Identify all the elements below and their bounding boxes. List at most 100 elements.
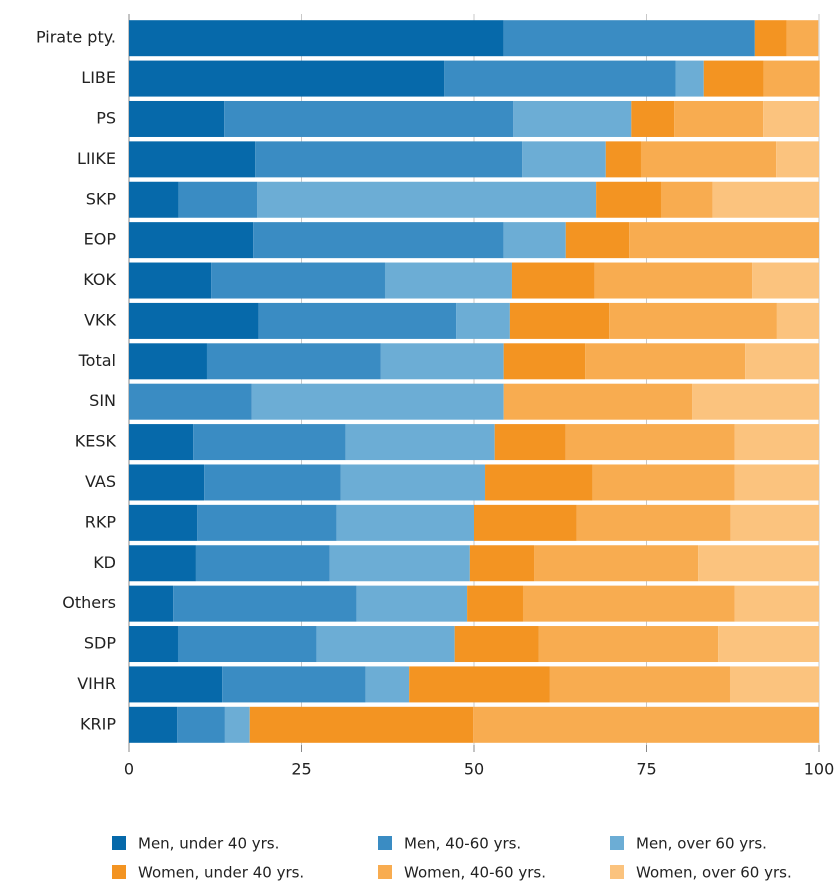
y-tick-label: Total [78,351,116,370]
bar-segment [674,100,764,137]
bar-segment [605,141,641,178]
bar-segment [251,383,504,420]
legend-swatch [610,865,624,879]
bar-segment [565,222,630,259]
legend-label: Women, 40-60 yrs. [404,864,546,882]
bar-segment [129,383,252,420]
bar-segment [754,20,787,57]
bar-segment [365,666,410,703]
y-tick-label: Pirate pty. [36,28,116,47]
bar-segment [594,262,753,299]
bar-segment [734,585,819,622]
bar-segment [255,141,523,178]
legend-swatch [610,836,624,850]
legend-label: Men, under 40 yrs. [138,835,279,853]
y-tick-label: KESK [75,432,117,451]
bar-segment [129,545,196,582]
bar-segment [565,424,735,461]
bar-segment [204,464,341,501]
legend-label: Men, 40-60 yrs. [404,835,521,853]
bar-segment [197,504,337,541]
x-tick-label: 75 [636,760,656,779]
bar-segment [467,585,523,622]
bar-segment [129,666,223,703]
bar-segment [193,424,346,461]
bar-segment [224,706,250,743]
bar-segment [734,464,819,501]
legend-swatch [112,836,126,850]
y-tick-label: KRIP [80,714,116,733]
y-tick-label: SIN [89,391,116,410]
bar-segment [469,545,535,582]
bar-segment [258,302,457,339]
bar-segment [513,100,632,137]
bar-segment [511,262,595,299]
bar-segment [752,262,819,299]
bar-segment [195,545,330,582]
x-tick-label: 100 [804,760,835,779]
bar-segment [177,626,317,663]
y-tick-label: KD [93,553,116,572]
y-tick-label: PS [96,108,116,127]
bar-segment [356,585,468,622]
bar-segment [509,302,610,339]
bar-segment [129,302,259,339]
bar-segment [763,60,820,97]
bar-segment [345,424,495,461]
bar-segment [206,343,381,380]
bar-segment [703,60,764,97]
y-tick-label: Others [62,593,116,612]
bar-segment [224,100,514,137]
bar-segment [474,504,577,541]
bar-segment [675,60,704,97]
legend-label: Men, over 60 yrs. [636,835,767,853]
bar-segment [384,262,512,299]
bar-segment [257,181,597,218]
bar-segment [485,464,593,501]
bar-segment [211,262,385,299]
bar-segment [129,343,207,380]
bar-segment [503,222,566,259]
bar-segment [409,666,550,703]
bar-segment [178,181,258,218]
y-tick-label: SDP [84,634,116,653]
bar-segment [576,504,731,541]
bar-segment [129,504,198,541]
bar-segment [730,504,819,541]
bar-segment [629,222,819,259]
bar-segment [585,343,746,380]
bar-segment [129,626,178,663]
bar-segment [129,585,174,622]
bar-segment [253,222,504,259]
bar-segment [631,100,675,137]
x-tick-label: 50 [464,760,484,779]
legend-swatch [378,836,392,850]
y-tick-label: VIHR [77,674,116,693]
bar-segment [745,343,819,380]
y-tick-label: SKP [86,189,117,208]
bar-segment [549,666,730,703]
legend-label: Women, under 40 yrs. [138,864,304,882]
bar-segment [522,141,606,178]
bar-segment [177,706,225,743]
bar-segment [129,181,179,218]
bar-segment [734,424,819,461]
bar-segment [494,424,566,461]
bar-segment [456,302,510,339]
bar-segment [786,20,819,57]
legend-label: Women, over 60 yrs. [636,864,792,882]
bar-segment [454,626,539,663]
bar-segment [763,100,819,137]
bar-segment [729,666,819,703]
bar-segment [316,626,455,663]
bar-segment [718,626,819,663]
y-tick-label: KOK [83,270,116,289]
bar-segment [380,343,504,380]
bar-segment [522,585,735,622]
bar-segment [329,545,470,582]
bar-segment [698,545,819,582]
y-tick-label: VKK [84,310,116,329]
bar-segment [444,60,676,97]
bar-segment [129,141,256,178]
y-tick-label: RKP [85,512,117,531]
